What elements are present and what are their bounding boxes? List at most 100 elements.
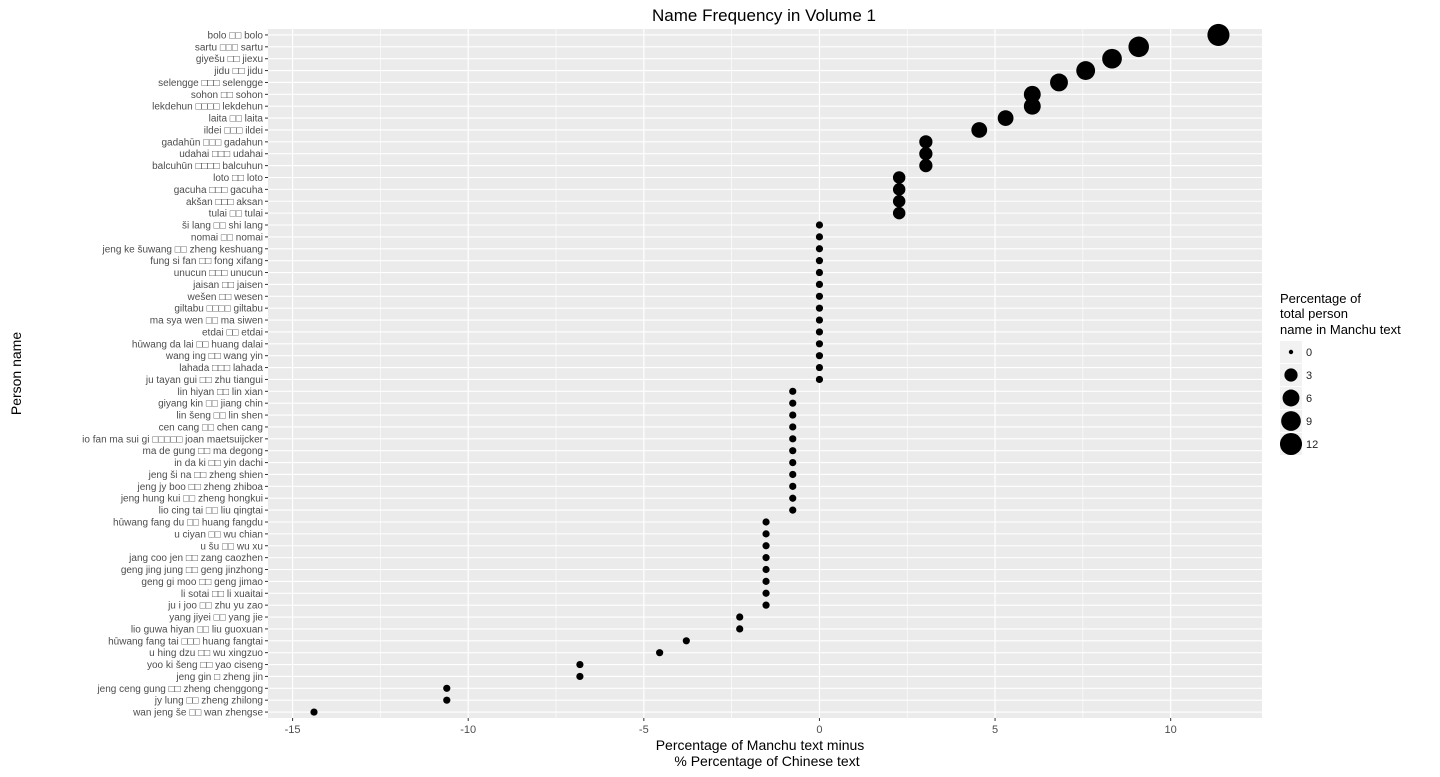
x-tick-label: -15	[285, 724, 301, 736]
data-point	[815, 363, 824, 372]
data-point	[789, 506, 797, 514]
y-tick-label: akšan □□□ aksan	[186, 197, 263, 208]
data-point	[815, 375, 824, 384]
x-axis-title-line-1: Percentage of Manchu text minus	[656, 737, 865, 753]
data-point	[656, 649, 664, 657]
y-tick-label: bolo □□ bolo	[208, 30, 264, 41]
y-tick-label: sohon □□ sohon	[191, 90, 263, 101]
y-tick-label: gacuha □□□ gacuha	[174, 185, 264, 196]
y-tick-label: cen cang □□ chen cang	[159, 422, 263, 433]
data-point	[892, 171, 906, 184]
y-tick-label: yoo ki šeng □□ yao ciseng	[147, 660, 263, 671]
data-point	[1023, 97, 1041, 115]
data-point	[815, 304, 824, 312]
data-point	[1023, 85, 1041, 103]
y-tick-label: selengge □□□ selengge	[158, 78, 263, 89]
data-point	[815, 316, 824, 324]
data-point	[789, 494, 797, 502]
data-point	[892, 183, 906, 196]
data-point	[1207, 23, 1230, 46]
data-point	[789, 435, 797, 443]
y-tick-label: in da ki □□ yin dachi	[174, 458, 263, 469]
y-tick-label: loto □□ loto	[213, 173, 263, 184]
y-tick-label: jeng ši na □□ zheng shien	[148, 470, 263, 481]
y-tick-label: geng gi moo □□ geng jimao	[141, 577, 263, 588]
y-tick-label: li sotai □□ li xuaitai	[181, 589, 263, 600]
y-tick-label: hūwang da lai □□ huang dalai	[132, 339, 263, 350]
data-point	[789, 411, 797, 419]
plot-panel	[268, 29, 1262, 718]
legend-title-line-3: name in Manchu text	[1280, 322, 1401, 337]
y-tick-label: jeng gin □ zheng jin	[175, 672, 263, 683]
data-point	[815, 340, 824, 348]
legend-label: 6	[1306, 393, 1312, 405]
data-point	[736, 625, 744, 633]
data-point	[789, 399, 797, 407]
data-point	[762, 589, 770, 597]
y-tick-label: jeng ceng gung □□ zheng chenggong	[96, 684, 263, 695]
legend-key-point	[1282, 389, 1300, 407]
data-point	[815, 328, 824, 336]
legend-label: 12	[1306, 439, 1318, 451]
data-point	[892, 206, 906, 220]
y-tick-label: lin hiyan □□ lin xian	[178, 387, 263, 398]
y-tick-label: nomai □□ nomai	[191, 232, 263, 243]
data-point	[762, 542, 770, 550]
y-tick-label: lio guwa hiyan □□ liu guoxuan	[131, 624, 263, 635]
y-tick-label: sartu □□□ sartu	[195, 42, 263, 53]
x-axis-ticks: -15 -10 -5 0 5 10	[285, 718, 1177, 736]
y-tick-label: wang ing □□ wang yin	[165, 351, 263, 362]
data-point	[892, 195, 906, 208]
y-tick-label: jeng ke šuwang □□ zheng keshuang	[101, 244, 263, 255]
y-axis-title: Person name	[8, 332, 24, 415]
data-point	[762, 601, 770, 609]
y-tick-label: jang coo jen □□ zang caozhen	[128, 553, 263, 564]
legend-label: 0	[1306, 347, 1312, 359]
y-tick-label: balcuhūn □□□□ balcuhun	[152, 161, 263, 172]
data-point	[762, 530, 770, 538]
y-tick-label: jeng hung kui □□ zheng hongkui	[120, 494, 263, 505]
data-point	[815, 268, 824, 277]
y-tick-label: jy lung □□ zheng zhilong	[154, 696, 263, 707]
data-point	[919, 147, 933, 161]
data-point	[1128, 36, 1149, 58]
data-point	[815, 352, 824, 360]
x-tick-label: -10	[460, 724, 476, 736]
y-tick-label: ma de gung □□ ma degong	[143, 446, 264, 457]
data-point	[762, 518, 770, 526]
y-tick-label: wešen □□ wesen	[187, 292, 263, 303]
data-point	[443, 696, 451, 704]
y-tick-label: laita □□ laita	[209, 114, 264, 125]
x-axis-title-line-2: % Percentage of Chinese text	[674, 753, 859, 769]
y-tick-label: ši lang □□ shi lang	[182, 221, 263, 232]
y-tick-label: jeng jy boo □□ zheng zhiboa	[137, 482, 264, 493]
data-point	[762, 565, 770, 574]
y-tick-label: geng jing jung □□ geng jinzhong	[121, 565, 263, 576]
data-point	[997, 110, 1014, 126]
legend: Percentage of total person name in Manch…	[1279, 291, 1401, 456]
y-tick-label: giyang kin □□ jiang chin	[158, 399, 263, 410]
y-tick-label: u ciyan □□ wu chian	[174, 529, 263, 540]
data-point	[815, 233, 824, 241]
data-point	[815, 280, 824, 289]
data-point	[789, 458, 797, 467]
y-tick-label: hūwang fang tai □□□ huang fangtai	[108, 636, 263, 647]
y-tick-label: hūwang fang du □□ huang fangdu	[113, 517, 263, 528]
y-tick-label: jidu □□ jidu	[213, 66, 263, 77]
y-tick-label: wan jeng še □□ wan zhengse	[132, 708, 263, 719]
data-point	[815, 245, 824, 253]
y-tick-label: ju i joo □□ zhu yu zao	[167, 601, 263, 612]
y-tick-label: jaisan □□ jaisen	[192, 280, 263, 291]
data-point	[789, 387, 797, 395]
y-tick-label: udahai □□□ udahai	[179, 149, 263, 160]
y-tick-label: io fan ma sui gi □□□□□ joan maetsuijcker	[82, 434, 263, 445]
legend-key-point	[1284, 368, 1298, 382]
y-tick-label: ma sya wen □□ ma siwen	[150, 316, 263, 327]
data-point	[736, 613, 744, 621]
data-point	[682, 637, 690, 645]
y-tick-label: giltabu □□□□ giltabu	[174, 304, 263, 315]
legend-keys: 0 3 6 9 12	[1279, 341, 1318, 456]
data-points	[310, 23, 1230, 716]
